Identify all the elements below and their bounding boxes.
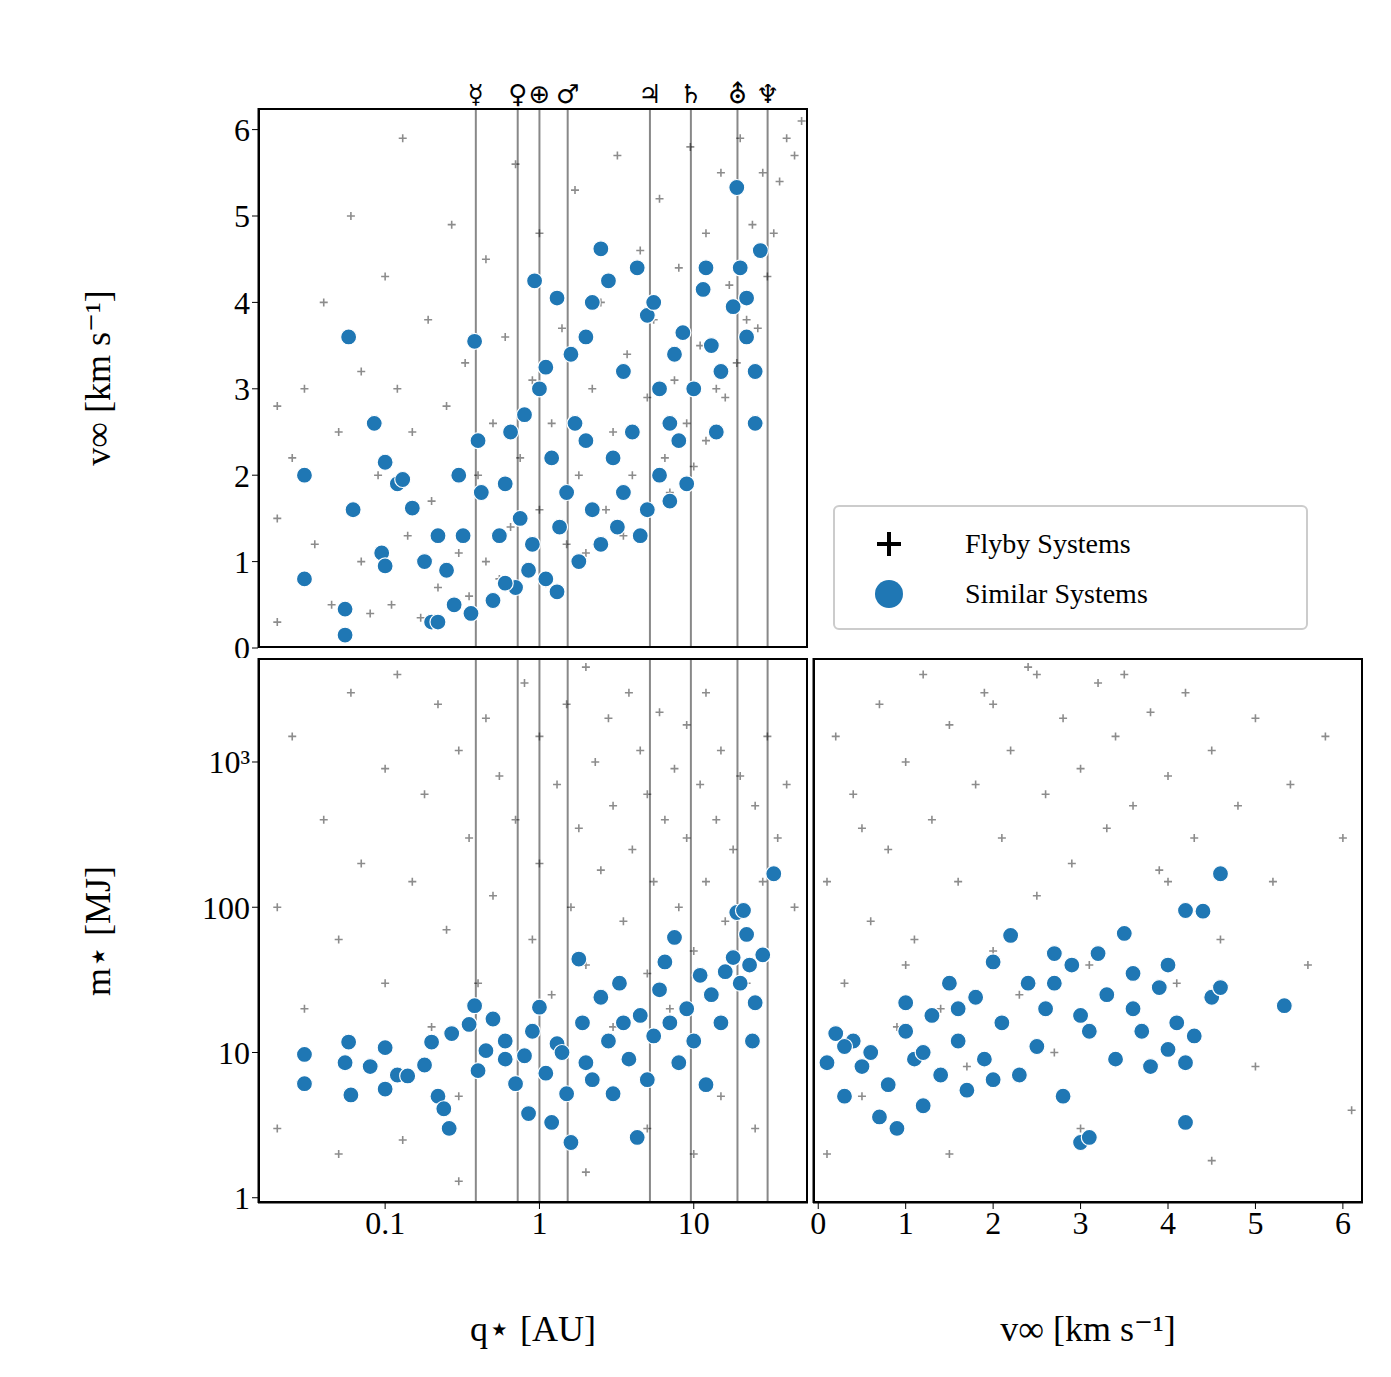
svg-text:4: 4 [234, 285, 250, 321]
svg-text:1: 1 [531, 1205, 547, 1241]
svg-text:0: 0 [810, 1205, 826, 1241]
svg-text:3: 3 [234, 371, 250, 407]
svg-text:5: 5 [234, 198, 250, 234]
svg-text:1: 1 [234, 544, 250, 580]
html-text:Flyby Systems: Flyby Systems [965, 528, 1131, 559]
svg-text:3: 3 [1073, 1205, 1089, 1241]
html-text:m⋆ [MJ]: m⋆ [MJ] [78, 865, 118, 996]
svg-text:♀: ♀ [508, 79, 527, 109]
svg-text:♃: ♃ [638, 79, 661, 109]
svg-text:10: 10 [678, 1205, 710, 1241]
svg-text:2: 2 [234, 458, 250, 494]
html-text:Similar Systems: Similar Systems [965, 578, 1148, 609]
svg-text:⛢: ⛢ [728, 79, 747, 109]
html-text:q⋆ [AU]: q⋆ [AU] [470, 1309, 596, 1349]
svg-text:0: 0 [234, 630, 250, 658]
svg-text:1: 1 [234, 1180, 250, 1216]
svg-text:⊕: ⊕ [529, 79, 551, 109]
svg-text:10³: 10³ [208, 744, 250, 780]
svg-text:6: 6 [1335, 1205, 1351, 1241]
svg-text:10: 10 [218, 1035, 250, 1071]
svg-text:1: 1 [898, 1205, 914, 1241]
svg-text:6: 6 [234, 112, 250, 148]
svg-text:4: 4 [1160, 1205, 1176, 1241]
svg-text:♄: ♄ [679, 79, 702, 109]
html-text:v∞ [km s⁻¹]: v∞ [km s⁻¹] [78, 290, 118, 466]
svg-text:2: 2 [985, 1205, 1001, 1241]
svg-text:0.1: 0.1 [365, 1205, 405, 1241]
svg-text:100: 100 [202, 890, 250, 926]
svg-text:♂: ♂ [556, 79, 579, 109]
svg-text:5: 5 [1247, 1205, 1263, 1241]
html-text:v∞ [km s⁻¹]: v∞ [km s⁻¹] [1000, 1309, 1176, 1349]
svg-text:☿: ☿ [468, 79, 484, 109]
svg-text:♆: ♆ [756, 79, 779, 109]
